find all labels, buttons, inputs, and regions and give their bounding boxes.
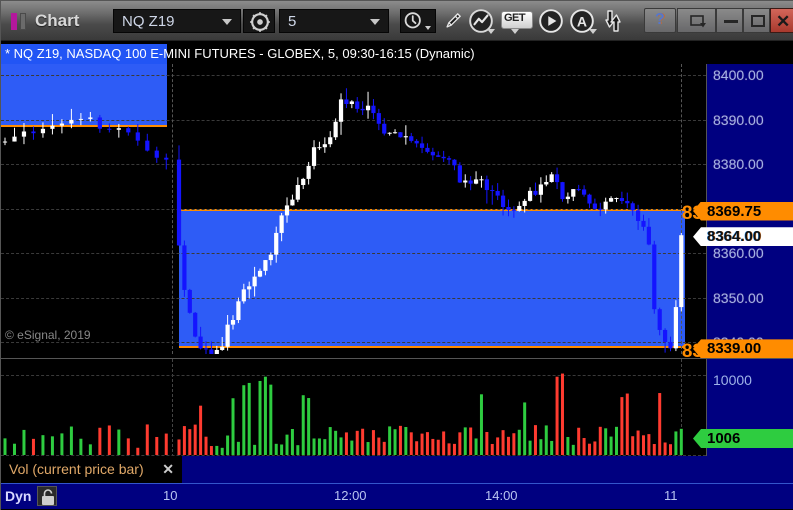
- svg-text:A: A: [577, 13, 587, 29]
